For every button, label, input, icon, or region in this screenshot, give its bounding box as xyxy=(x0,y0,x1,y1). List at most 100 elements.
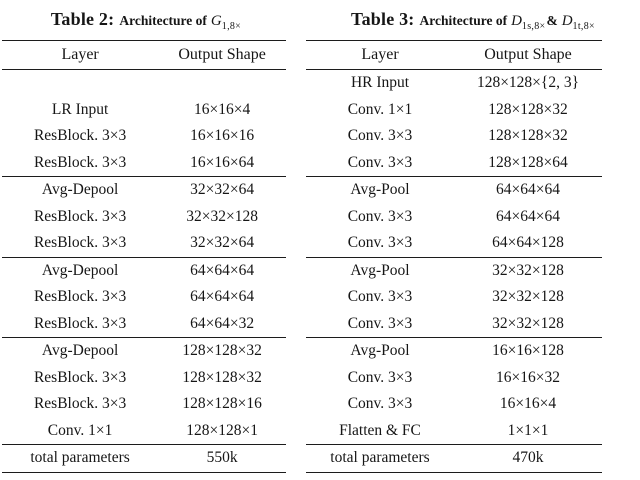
column-header-output-shape: Output Shape xyxy=(158,40,286,70)
table2-group-3: Avg-Depool 64×64×64 ResBlock. 3×3 64×64×64 R… xyxy=(2,257,286,338)
output-shape-cell: 64×64×32 xyxy=(190,314,255,332)
layer-cell: Conv. 3×3 xyxy=(347,368,413,386)
table-row: Avg-Depool 32×32×64 xyxy=(2,177,286,204)
table2-caption-label: Table 2: xyxy=(50,9,115,29)
table-row: ResBlock. 3×3 128×128×16 xyxy=(2,391,286,418)
math-symbol-d-source: D xyxy=(511,13,522,29)
output-shape-cell: 64×64×64 xyxy=(496,181,560,199)
table-row: Conv. 1×1 128×128×32 xyxy=(306,97,602,124)
total-parameters-value: 470k xyxy=(512,449,544,467)
output-shape-cell: 128×128×32 xyxy=(182,368,262,386)
math-symbol-d-target: D xyxy=(561,13,573,29)
layer-cell: Conv. 3×3 xyxy=(347,314,413,332)
output-shape-cell: 1×1×1 xyxy=(507,421,549,439)
table3-group-3: Avg-Pool 32×32×128 Conv. 3×3 32×32×128 Conv.… xyxy=(306,257,602,338)
table3-caption-text: Architecture of xyxy=(419,13,508,28)
math-subscript: 1,8× xyxy=(221,21,242,32)
layer-cell: HR Input xyxy=(350,74,410,92)
output-shape-cell: 32×32×64 xyxy=(190,234,255,252)
layer-cell: ResBlock. 3×3 xyxy=(33,368,127,386)
table-row: Conv. 3×3 64×64×64 xyxy=(306,204,602,231)
layer-cell: Avg-Depool xyxy=(41,342,119,360)
table-row: Conv. 3×3 128×128×32 xyxy=(306,123,602,150)
table2-group-4: Avg-Depool 128×128×32 ResBlock. 3×3 128×128… xyxy=(2,337,286,445)
output-shape-cell: 16×16×4 xyxy=(499,395,557,413)
layer-cell: LR Input xyxy=(51,100,109,118)
table3-figure: Table 3: Architecture of D1s,8×& D1t,8× Lay… xyxy=(306,6,640,473)
table-row: Conv. 3×3 16×16×4 xyxy=(306,391,602,418)
layer-cell: Avg-Pool xyxy=(350,181,410,199)
layer-cell xyxy=(2,70,158,97)
output-shape-cell: 32×32×128 xyxy=(186,207,258,225)
column-header-layer: Layer xyxy=(306,40,454,70)
layer-cell: ResBlock. 3×3 xyxy=(33,314,127,332)
table-row: Conv. 3×3 128×128×64 xyxy=(306,150,602,177)
layer-cell: Conv. 3×3 xyxy=(347,288,413,306)
layer-cell: Conv. 3×3 xyxy=(347,153,413,171)
output-shape-cell: 16×16×4 xyxy=(193,100,251,118)
table2-caption-text: Architecture of xyxy=(119,13,207,28)
table-row: ResBlock. 3×3 64×64×32 xyxy=(2,311,286,338)
layer-cell: ResBlock. 3×3 xyxy=(33,153,127,171)
output-shape-cell: 64×64×128 xyxy=(492,234,564,252)
column-header-layer: Layer xyxy=(2,40,159,70)
table-row: Avg-Depool 64×64×64 xyxy=(2,257,286,284)
math-subscript-source: 1s,8× xyxy=(521,21,546,32)
output-shape-cell: 64×64×64 xyxy=(190,288,255,306)
layer-cell: Avg-Pool xyxy=(350,261,410,279)
output-shape-cell: 128×128×32 xyxy=(488,127,568,145)
table-row: Conv. 3×3 16×16×32 xyxy=(306,365,602,392)
table-row: Conv. 3×3 32×32×128 xyxy=(306,284,602,311)
architecture-table-discriminators: Layer Output Shape HR Input 128×128×{2, 3… xyxy=(306,40,602,473)
layer-cell: Conv. 3×3 xyxy=(347,127,413,145)
output-shape-cell: 128×128×32 xyxy=(182,342,262,360)
output-shape-cell: 32×32×128 xyxy=(492,314,564,332)
table2-footer: total parameters 550k xyxy=(2,444,286,473)
table-row: Avg-Pool 32×32×128 xyxy=(306,257,602,284)
table2-group-2: Avg-Depool 32×32×64 ResBlock. 3×3 32×32×128… xyxy=(2,176,286,258)
output-shape-cell: 64×64×64 xyxy=(190,261,255,279)
layer-cell: ResBlock. 3×3 xyxy=(33,127,127,145)
table-row: Conv. 1×1 128×128×1 xyxy=(2,418,286,445)
table-row: ResBlock. 3×3 128×128×32 xyxy=(2,365,286,392)
layer-cell: ResBlock. 3×3 xyxy=(33,395,127,413)
output-shape-cell: 32×32×128 xyxy=(492,288,564,306)
output-shape-cell: 128×128×32 xyxy=(488,100,568,118)
table-row: Avg-Depool 128×128×32 xyxy=(2,338,286,365)
output-shape-cell: 16×16×32 xyxy=(496,368,560,386)
layer-cell: Flatten & FC xyxy=(339,421,421,439)
output-shape-cell: 16×16×16 xyxy=(190,127,255,145)
layer-cell: Avg-Depool xyxy=(41,181,119,199)
column-header-output-shape: Output Shape xyxy=(454,40,602,70)
table-row: LR Input 16×16×4 xyxy=(2,97,286,124)
table-row: ResBlock. 3×3 16×16×16 xyxy=(2,123,286,150)
table-row: Avg-Pool 16×16×128 xyxy=(306,338,602,365)
math-symbol-g: G xyxy=(210,13,222,29)
total-parameters-value: 550k xyxy=(206,449,238,467)
output-shape-cell: 64×64×64 xyxy=(496,207,560,225)
header-row: Layer Output Shape xyxy=(2,40,286,70)
table3-footer: total parameters 470k xyxy=(306,444,602,473)
total-parameters-label: total parameters xyxy=(30,449,130,467)
table-row: HR Input 128×128×{2, 3} xyxy=(306,70,602,97)
table2-caption: Table 2: Architecture of G1,8× xyxy=(2,6,290,32)
layer-cell: ResBlock. 3×3 xyxy=(33,207,127,225)
table-row: ResBlock. 3×3 16×16×64 xyxy=(2,150,286,177)
total-parameters-row: total parameters 470k xyxy=(306,445,602,473)
table-row: Conv. 3×3 64×64×128 xyxy=(306,230,602,257)
table3-header: Layer Output Shape xyxy=(306,40,602,70)
table2-figure: Table 2: Architecture of G1,8× Layer Outpu… xyxy=(2,6,290,473)
layer-cell: Conv. 3×3 xyxy=(347,395,413,413)
output-shape-cell xyxy=(158,70,286,97)
layer-cell: ResBlock. 3×3 xyxy=(33,288,127,306)
table3-caption-label: Table 3: xyxy=(351,9,415,29)
output-shape-cell: 16×16×64 xyxy=(190,153,255,171)
table-row: Flatten & FC 1×1×1 xyxy=(306,418,602,445)
output-shape-cell: 128×128×1 xyxy=(186,421,258,439)
architecture-table-generator: Layer Output Shape LR Input 16×16×4 ResBlo… xyxy=(2,40,286,473)
table3-group-1: HR Input 128×128×{2, 3} Conv. 1×1 128×128×3… xyxy=(306,70,602,177)
table3-group-2: Avg-Pool 64×64×64 Conv. 3×3 64×64×64 Conv. 3… xyxy=(306,176,602,258)
table2-group-1: LR Input 16×16×4 ResBlock. 3×3 16×16×16 ResB… xyxy=(2,70,286,177)
header-row: Layer Output Shape xyxy=(306,40,602,70)
